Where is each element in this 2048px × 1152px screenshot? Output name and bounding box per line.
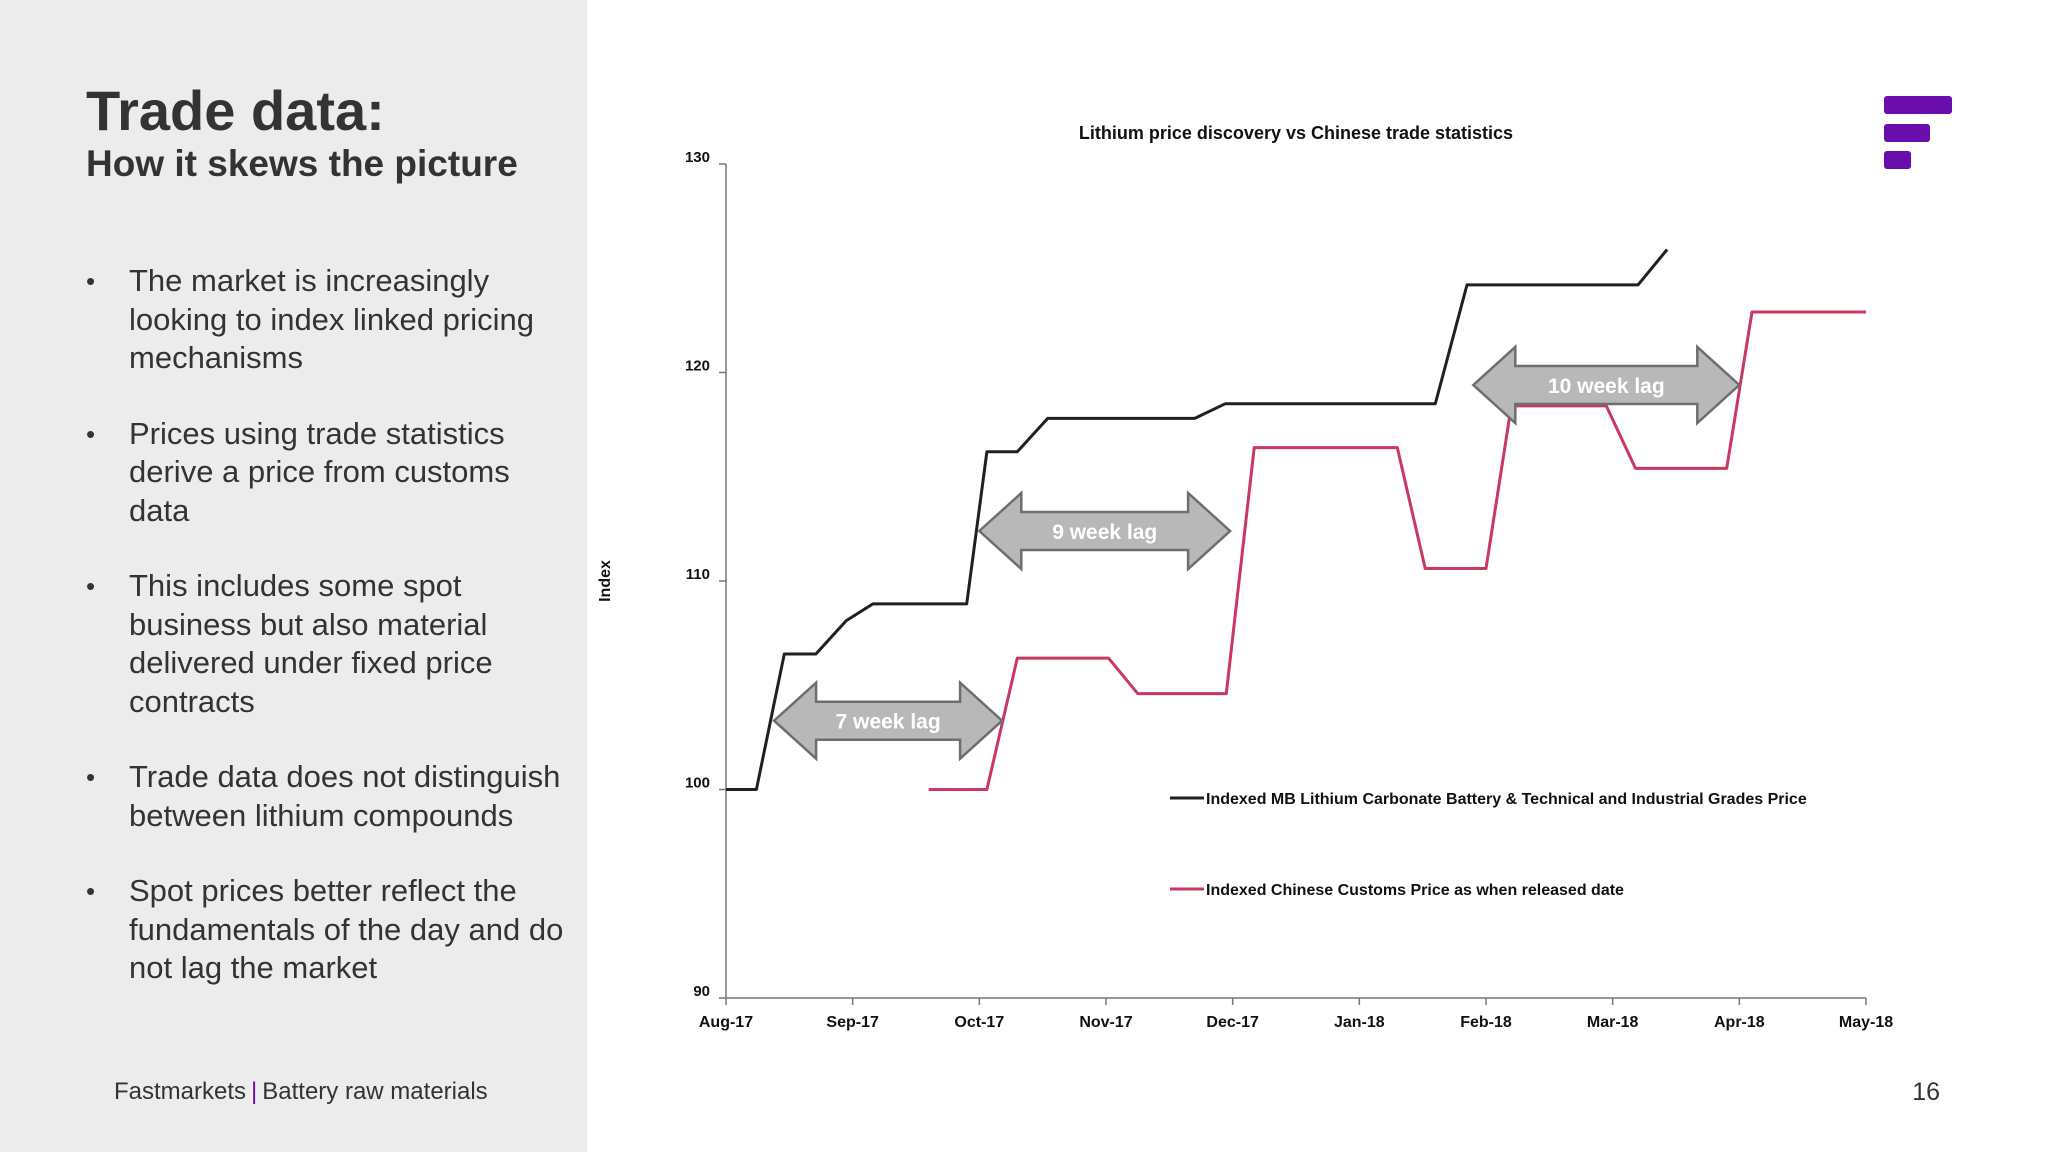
slide-title: Trade data: xyxy=(86,79,385,142)
bullet-text: The market is increasingly looking to in… xyxy=(129,263,534,375)
y-tick-label: 100 xyxy=(685,775,710,792)
lag-arrow-1 xyxy=(772,679,1004,762)
legend-label-2: Indexed Chinese Customs Price as when re… xyxy=(1206,882,1624,899)
series-line-2 xyxy=(928,310,1866,791)
x-tick-label: Mar-18 xyxy=(1587,1014,1639,1031)
logo-bar-bottom xyxy=(1884,151,1911,169)
fastmarkets-logo-icon xyxy=(1884,96,1952,169)
bullet-dot: • xyxy=(86,418,96,449)
y-axis-label: Index xyxy=(597,560,614,602)
x-tick-label: Sep-17 xyxy=(826,1014,879,1031)
bullet-item: • Prices using trade statistics derive a … xyxy=(86,415,576,531)
left-panel: Trade data: How it skews the picture • Th… xyxy=(0,0,587,1152)
logo-bar-middle xyxy=(1884,124,1930,142)
bullet-text: Prices using trade statistics derive a p… xyxy=(129,415,510,528)
y-tick-label: 120 xyxy=(685,358,710,375)
x-tick-label: Nov-17 xyxy=(1079,1014,1132,1031)
bullet-text: Trade data does not distinguish between … xyxy=(129,759,561,833)
x-tick-label: Feb-18 xyxy=(1460,1014,1512,1031)
lag-arrow-3 xyxy=(1471,344,1742,426)
bullet-list: • The market is increasingly looking to i… xyxy=(86,262,576,1025)
line-chart: Lithium price discovery vs Chinese trade… xyxy=(597,123,1893,1031)
y-tick-label: 130 xyxy=(685,149,710,166)
bullet-dot: • xyxy=(86,762,96,792)
x-tick-label: Oct-17 xyxy=(954,1014,1004,1031)
page-number: 16 xyxy=(1912,1078,1940,1106)
slide-subtitle: How it skews the picture xyxy=(86,143,518,184)
bullet-item: • Trade data does not distinguish between… xyxy=(86,758,576,835)
bullet-item: • The market is increasingly looking to i… xyxy=(86,262,576,378)
x-tick-label: Dec-17 xyxy=(1206,1014,1259,1031)
footer-brand: Fastmarkets xyxy=(114,1078,247,1105)
lag-arrow-label: 7 week lag xyxy=(836,711,941,734)
y-tick-label: 90 xyxy=(693,983,710,1000)
legend-label-1: Indexed MB Lithium Carbonate Battery & T… xyxy=(1206,791,1807,808)
logo-bar-top xyxy=(1884,96,1952,114)
bullet-item: • Spot prices better reflect the fundamen… xyxy=(86,872,576,988)
bullet-dot: • xyxy=(86,571,96,601)
y-tick-label: 110 xyxy=(686,566,710,583)
chart-title: Lithium price discovery vs Chinese trade… xyxy=(1079,123,1513,143)
lag-arrow-2 xyxy=(977,490,1232,572)
footer-section: Battery raw materials xyxy=(262,1078,488,1105)
bullet-dot: • xyxy=(86,876,96,906)
footer: Fastmarkets | Battery raw materials xyxy=(114,1078,488,1106)
bullet-item: • This includes some spot business but al… xyxy=(86,567,576,721)
x-tick-label: May-18 xyxy=(1839,1014,1893,1031)
bullet-text: This includes some spot business but als… xyxy=(129,568,493,719)
bullet-dot: • xyxy=(86,266,96,296)
x-tick-label: Apr-18 xyxy=(1714,1014,1765,1031)
series-line-1 xyxy=(726,248,1669,791)
lag-arrow-label: 10 week lag xyxy=(1548,375,1665,398)
footer-separator: | xyxy=(251,1078,258,1105)
x-tick-label: Jan-18 xyxy=(1334,1014,1385,1031)
bullet-text: Spot prices better reflect the fundament… xyxy=(129,873,564,985)
x-tick-label: Aug-17 xyxy=(699,1014,753,1031)
lag-arrow-label: 9 week lag xyxy=(1052,521,1157,544)
